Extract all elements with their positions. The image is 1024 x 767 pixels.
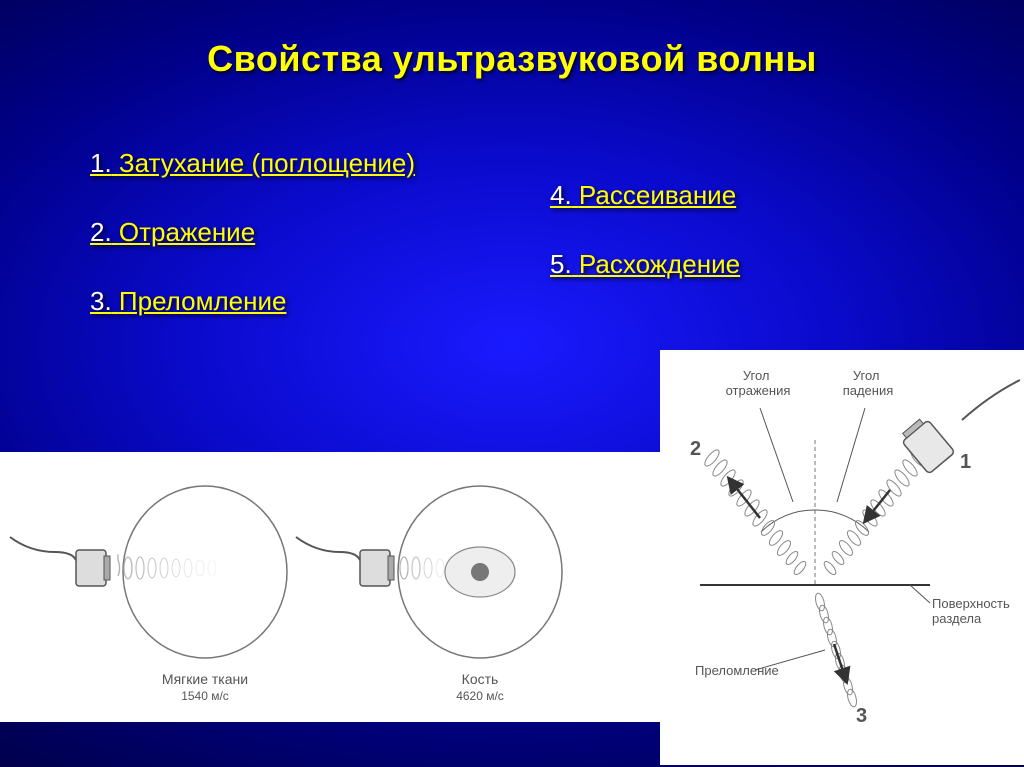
property-item: 1. Затухание (поглощение): [90, 148, 415, 179]
property-item: 5. Расхождение: [550, 249, 740, 280]
probe-icon: [898, 415, 955, 474]
item-text: Рассеивание: [579, 180, 736, 210]
item-number: 4.: [550, 180, 572, 210]
properties-list-left: 1. Затухание (поглощение) 2. Отражение 3…: [90, 148, 415, 355]
refraction-label: Преломление: [695, 663, 779, 678]
item-text: Затухание (поглощение): [119, 148, 415, 178]
surface-label: Поверхность раздела: [932, 596, 1013, 626]
incident-ray: [822, 448, 927, 577]
reflection-refraction-diagram: 1 2 3 Угол отражения Угол падения Поверх…: [660, 350, 1024, 765]
angle-arc-incidence: [815, 510, 869, 532]
bone-speed: 4620 м/с: [456, 689, 504, 703]
angle-reflection-label: Угол отражения: [726, 368, 791, 398]
label-line-incidence: [837, 408, 865, 502]
item-text: Отражение: [119, 217, 255, 247]
probe-1: [10, 537, 110, 586]
reflected-ray: [703, 448, 808, 577]
reflection-svg: 1 2 3 Угол отражения Угол падения Поверх…: [660, 350, 1024, 765]
property-item: 4. Рассеивание: [550, 180, 740, 211]
item-number: 3.: [90, 286, 112, 316]
item-number: 5.: [550, 249, 572, 279]
item-number: 2.: [90, 217, 112, 247]
item-text: Расхождение: [579, 249, 740, 279]
refracted-ray: [814, 592, 858, 707]
tissue-speed: 1540 м/с: [181, 689, 229, 703]
label-line-surface: [910, 585, 930, 603]
slide-title: Свойства ультразвуковой волны: [0, 38, 1024, 80]
ray-num-3: 3: [856, 705, 867, 727]
item-text: Преломление: [119, 286, 287, 316]
probe-2: [296, 537, 394, 586]
angle-incidence-label: Угол падения: [843, 368, 894, 398]
properties-list-right: 4. Рассеивание 5. Расхождение: [550, 180, 740, 318]
attenuation-svg: Мягкие ткани 1540 м/с Кость 4620 м/с: [0, 452, 660, 722]
slide: Свойства ультразвуковой волны 1. Затухан…: [0, 0, 1024, 767]
item-number: 1.: [90, 148, 112, 178]
probe-cable: [962, 380, 1020, 420]
attenuation-diagram: Мягкие ткани 1540 м/с Кость 4620 м/с: [0, 452, 660, 722]
ray-num-2: 2: [690, 438, 701, 460]
angle-arc-reflection: [761, 510, 815, 532]
property-item: 3. Преломление: [90, 286, 415, 317]
bone-label: Кость: [462, 671, 499, 687]
tissue-label: Мягкие ткани: [162, 671, 248, 687]
tissue-circle: [123, 486, 287, 658]
bone-dot: [471, 563, 489, 581]
ray-num-1: 1: [960, 451, 971, 473]
wave-train-2: [400, 557, 444, 579]
property-item: 2. Отражение: [90, 217, 415, 248]
label-line-reflection: [760, 408, 793, 502]
wave-train-1: [118, 555, 216, 579]
